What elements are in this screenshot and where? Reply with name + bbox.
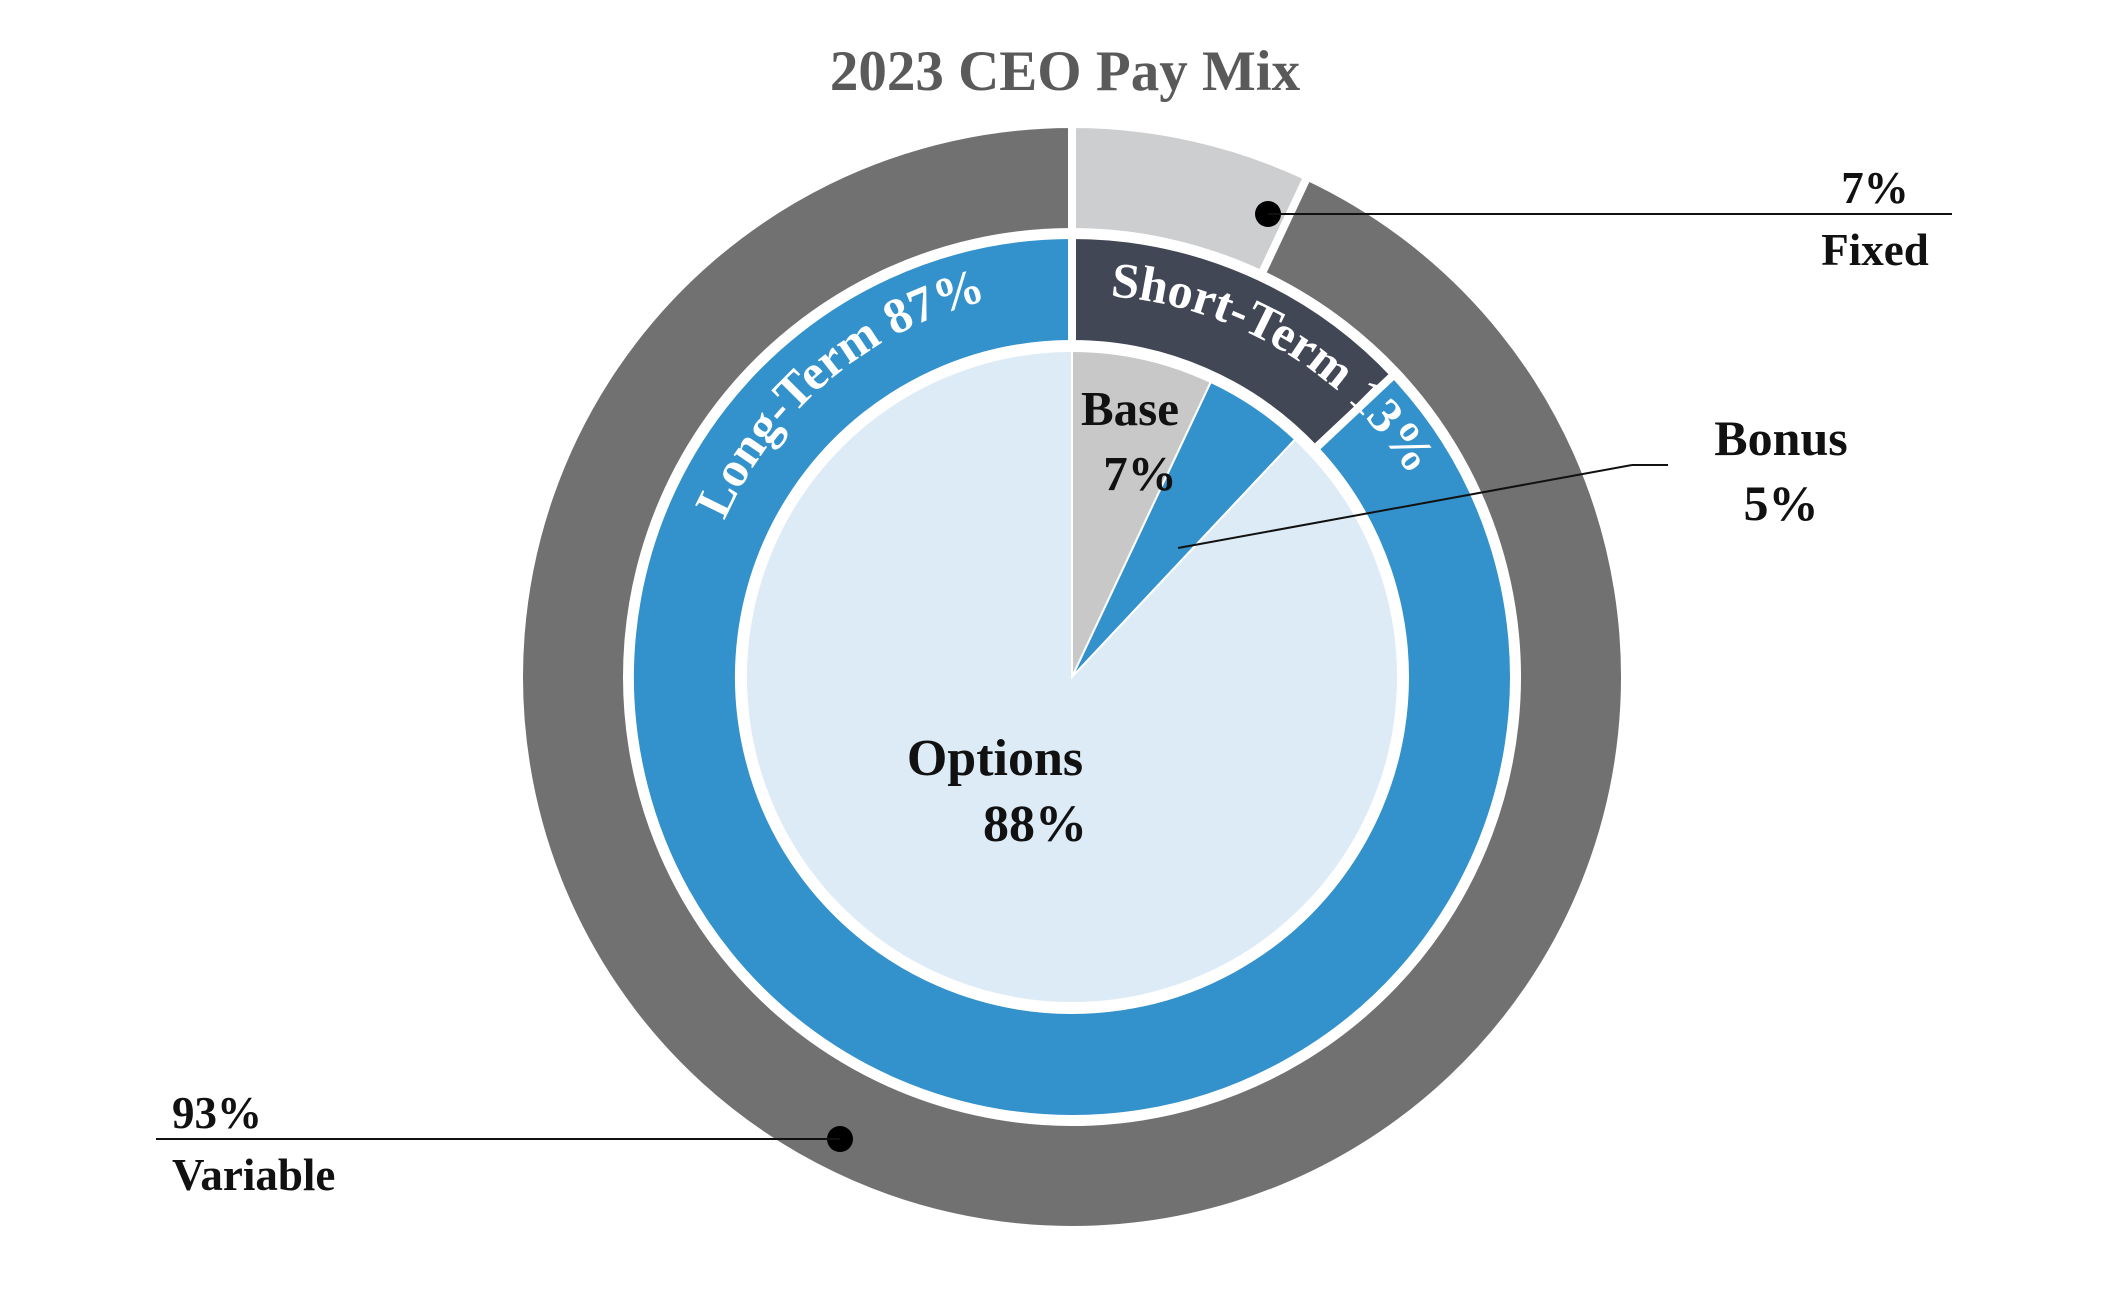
fixed-name-label: Fixed [1821,225,1929,275]
chart-title: 2023 CEO Pay Mix [830,40,1301,103]
variable-pct-label: 93% [172,1088,262,1138]
inner-pie [739,344,1405,1010]
bonus-name-label: Bonus [1714,410,1847,466]
bonus-leader-line [1177,464,1633,549]
bonus-pct-label: 5% [1744,475,1819,531]
base-name-label: Base [1081,381,1179,436]
fixed-pct-label: 7% [1841,163,1909,213]
base-pct-label: 7% [1103,446,1177,501]
options-pct-label: 88% [983,796,1087,853]
variable-name-label: Variable [172,1150,335,1200]
inner-pie-rim [739,344,1405,1010]
options-name-label: Options [907,730,1083,787]
